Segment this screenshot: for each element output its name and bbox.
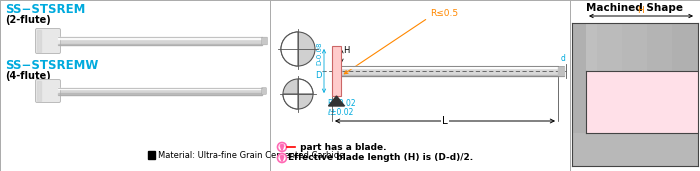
Text: (2-flute): (2-flute) (5, 15, 50, 25)
Text: SS−STSREMW: SS−STSREMW (5, 59, 99, 72)
Circle shape (283, 79, 313, 109)
Text: Effective blade length (H) is (D-d)/2.: Effective blade length (H) is (D-d)/2. (288, 154, 473, 162)
Wedge shape (298, 79, 313, 94)
Text: ℓ±0.02: ℓ±0.02 (327, 108, 354, 117)
Text: D-0.08: D-0.08 (316, 42, 322, 65)
Bar (622, 23, 647, 71)
Circle shape (281, 32, 315, 66)
Bar (597, 23, 622, 71)
Polygon shape (58, 37, 262, 38)
Text: H: H (638, 6, 645, 15)
Text: SS−STSREM: SS−STSREM (5, 3, 85, 16)
Text: (4-flute): (4-flute) (5, 71, 50, 81)
Polygon shape (37, 30, 41, 52)
Polygon shape (148, 151, 155, 159)
Polygon shape (58, 43, 262, 45)
Circle shape (280, 144, 284, 148)
Text: d: d (561, 54, 566, 63)
Text: Machined Shape: Machined Shape (587, 3, 683, 13)
Polygon shape (58, 93, 262, 95)
Text: R±0.02: R±0.02 (327, 99, 356, 108)
Wedge shape (283, 94, 298, 109)
Bar (332, 46, 341, 96)
Text: R≤0.5: R≤0.5 (430, 9, 458, 18)
Circle shape (277, 154, 286, 162)
Polygon shape (58, 88, 262, 95)
Polygon shape (58, 37, 262, 45)
Bar (647, 23, 672, 71)
Polygon shape (37, 81, 41, 101)
Polygon shape (558, 67, 564, 76)
Wedge shape (281, 32, 298, 66)
Text: part has a blade.: part has a blade. (297, 142, 386, 152)
FancyBboxPatch shape (36, 80, 60, 102)
Polygon shape (341, 66, 558, 76)
Bar (572, 133, 698, 166)
Text: D: D (316, 71, 322, 81)
FancyBboxPatch shape (36, 29, 60, 54)
Circle shape (280, 155, 284, 159)
Bar (672, 23, 697, 71)
Bar (586, 71, 698, 133)
FancyBboxPatch shape (262, 37, 267, 45)
FancyBboxPatch shape (262, 88, 266, 94)
Bar (572, 23, 698, 71)
Polygon shape (58, 88, 262, 89)
Polygon shape (281, 159, 283, 161)
Text: Material: Ultra-fine Grain Cemented Carbide: Material: Ultra-fine Grain Cemented Carb… (158, 150, 344, 160)
Bar (572, 23, 597, 71)
Polygon shape (341, 75, 558, 76)
Circle shape (277, 142, 286, 152)
Text: L: L (442, 116, 448, 126)
Polygon shape (281, 148, 283, 150)
Polygon shape (341, 66, 558, 68)
Polygon shape (328, 96, 344, 106)
Text: H: H (344, 46, 350, 55)
Bar (572, 23, 586, 133)
